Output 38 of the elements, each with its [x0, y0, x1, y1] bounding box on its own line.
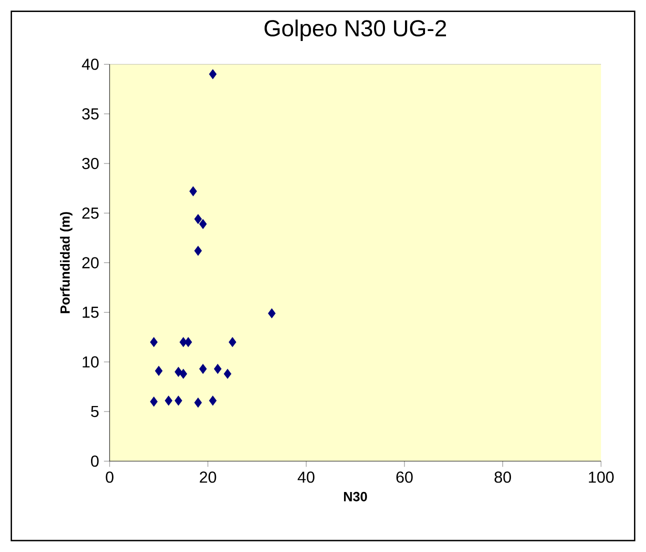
- point: [199, 364, 207, 374]
- point: [174, 396, 182, 406]
- chart-title: Golpeo N30 UG-2: [264, 20, 446, 42]
- x-tick-label: 40: [298, 472, 314, 483]
- x-tick-label: 60: [396, 472, 413, 483]
- y-tick-label: 35: [82, 108, 99, 120]
- y-tick-label: 15: [82, 306, 99, 318]
- y-tick-label: 0: [91, 456, 99, 467]
- point: [164, 396, 172, 406]
- point: [150, 396, 158, 407]
- point: [209, 69, 217, 80]
- y-tick-label: 25: [82, 208, 99, 219]
- x-tick-label: 20: [200, 472, 216, 483]
- y-tick-label: 20: [82, 257, 99, 268]
- x-tick-label: 80: [494, 472, 511, 483]
- point: [214, 364, 222, 374]
- point: [180, 368, 188, 379]
- y-axis-title: Porfundidad (m): [60, 212, 72, 314]
- point: [209, 396, 217, 406]
- point: [184, 337, 192, 348]
- y-tick-label: 40: [82, 58, 99, 70]
- point: [194, 214, 202, 224]
- x-tick-label: 100: [588, 472, 614, 483]
- y-tick-label: 5: [91, 406, 99, 418]
- point: [155, 366, 163, 376]
- y-tick-label: 30: [82, 158, 99, 170]
- point: [228, 337, 236, 348]
- point: [150, 337, 158, 348]
- point: [174, 367, 182, 377]
- point: [189, 186, 197, 196]
- point: [194, 246, 202, 256]
- point: [194, 398, 202, 408]
- x-axis-title: N30: [344, 492, 367, 502]
- point: [224, 368, 232, 379]
- point: [268, 308, 276, 318]
- x-tick-label: 0: [106, 472, 114, 483]
- y-tick-label: 10: [82, 356, 99, 368]
- point: [199, 219, 207, 229]
